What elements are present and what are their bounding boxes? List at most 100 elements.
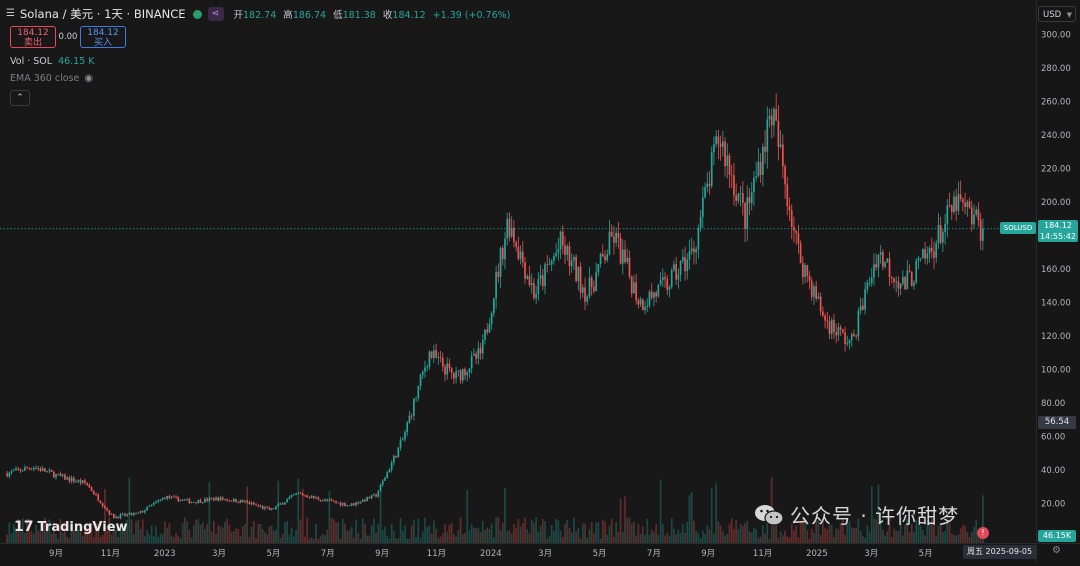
gear-icon[interactable]: ⚙ [1052,545,1061,556]
volume-bar [401,531,404,543]
candle-body [313,495,315,498]
candle-body [244,500,246,502]
candle-body [306,495,309,498]
sell-button[interactable]: 184.12 卖出 [10,26,56,48]
candle-body [813,286,815,297]
volume-bar [126,519,128,543]
y-tick-label: 160.00 [1041,265,1071,275]
volume-bar [810,528,813,543]
symbol-title[interactable]: Solana / 美元 · 1天 · BINANCE [20,7,186,21]
volume-bar [781,535,784,543]
volume-bar [397,538,400,543]
candle-body [550,260,553,265]
menu-icon[interactable]: ☰ [6,8,15,19]
candle-body [715,136,718,145]
volume-bar [239,536,242,543]
candle-body [617,232,620,238]
volume-bar [228,525,231,543]
collapse-legend-button[interactable]: ⌃ [10,90,30,106]
tradingview-logo[interactable]: 17 TradingView [14,519,128,535]
volume-bar [541,519,544,543]
candle-body [777,120,780,147]
volume-bar [824,527,826,543]
volume-bar [746,520,749,543]
y-tick-label: 220.00 [1041,165,1071,175]
volume-bar [842,519,844,543]
volume-bar [675,534,677,543]
volume-bar [224,522,226,543]
candle-body [568,245,571,267]
candle-body [417,386,420,398]
candle-body [408,415,411,423]
candle-body [192,502,195,503]
candle-body [295,493,297,495]
volume-bar [115,529,117,543]
candle-body [292,494,295,496]
buy-button[interactable]: 184.12 买入 [80,26,126,48]
volume-bar [424,517,426,543]
candle-body [944,223,946,232]
currency-select[interactable]: USD ▼ [1038,6,1076,22]
candle-body [248,502,251,505]
candle-body [975,209,978,215]
alert-icon[interactable]: ! [977,527,989,539]
candle-body [19,469,22,471]
volume-bar [304,536,306,543]
candle-body [784,166,786,185]
market-status-icon[interactable] [192,9,202,19]
candle-body [904,276,906,290]
candle-body [179,499,182,502]
volume-bar [504,488,506,543]
candle-body [221,497,224,500]
x-tick-label: 5月 [266,549,280,559]
volume-bar [761,525,764,543]
volume-bar [106,530,108,543]
candle-body [208,498,211,501]
volume-bar [924,535,926,543]
candle-body [704,187,706,198]
candle-body [150,504,153,507]
volume-bar [355,519,357,543]
volume-bar [39,531,42,543]
volume-bar [350,526,353,543]
volume-bar [333,519,335,543]
time-axis[interactable]: 9月 11月 2023 3月 5月 7月 9月 11月 2024 3月 5月 7月 9月 11月 2025 3… [0,543,1036,562]
volume-bar [413,519,415,543]
candle-body [353,503,355,506]
volume-bar [406,538,409,543]
volume-bar [650,529,653,543]
volume-bar [659,479,662,543]
volume-bar [346,530,349,543]
candle-body [710,152,713,186]
y-tick-label: 20.00 [1041,500,1065,510]
share-icon[interactable]: ⋖ [207,7,224,21]
price-axis[interactable]: 300.00280.00260.00240.00220.00200.00180.… [1036,0,1080,543]
volume-bar [384,526,386,543]
volume-bar [786,536,789,543]
volume-bar [324,535,326,543]
volume-bar [470,524,473,543]
volume-bar [699,538,702,543]
candle-body [868,282,871,284]
volume-bar [119,529,122,543]
volume-bar [35,525,37,543]
candle-body [457,370,460,372]
volume-bar [421,531,424,543]
x-tick-label: 7月 [321,549,335,559]
candlestick-plot[interactable] [0,0,1036,543]
ema-legend[interactable]: EMA 360 close ◉ [10,73,93,84]
candle-body [37,467,40,469]
volume-bar [526,529,529,543]
volume-bar [161,533,164,543]
eye-icon[interactable]: ◉ [84,73,94,84]
volume-bar [906,518,909,543]
volume-bar [259,524,262,543]
volume-bar [419,538,422,543]
candle-body [913,282,915,286]
candle-body [373,494,375,496]
candle-body [775,108,778,121]
volume-legend[interactable]: Vol · SOL 46.15 K [10,56,95,67]
volume-bar [104,488,106,543]
volume-bar [586,537,589,543]
volume-bar [864,537,866,543]
